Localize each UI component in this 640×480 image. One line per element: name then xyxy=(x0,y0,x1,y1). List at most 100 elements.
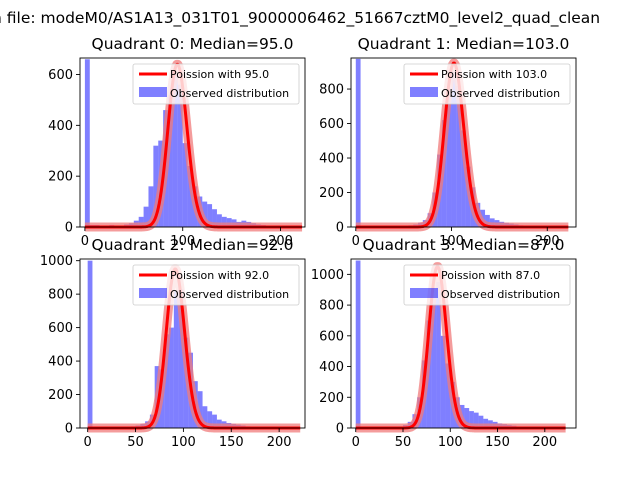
axes-frame xyxy=(79,258,306,429)
histogram-bar xyxy=(173,290,179,428)
chart-panel-1: 0 100 200 0 200 400 600 800 Quadrant 1: Median=1… xyxy=(319,35,577,249)
x-tick-label: 200 xyxy=(535,234,560,249)
legend-label: Poission with 87.0 xyxy=(441,269,540,282)
y-tick-label: 600 xyxy=(48,68,73,83)
y-tick-label: 1000 xyxy=(311,268,344,283)
x-tick-label: 100 xyxy=(438,435,463,450)
histogram-bar xyxy=(212,414,217,428)
x-tick-label: 50 xyxy=(395,435,412,450)
x-tick-label: 0 xyxy=(352,435,360,450)
histogram-bar xyxy=(355,260,361,428)
histogram-bar xyxy=(431,289,437,428)
y-tick-label: 600 xyxy=(48,321,73,336)
y-tick-label: 200 xyxy=(48,170,73,185)
y-tick-label: 800 xyxy=(48,288,73,303)
legend-label: Observed distribution xyxy=(170,87,289,100)
histogram-bar xyxy=(483,418,489,428)
histogram-bar xyxy=(197,391,203,428)
y-tick-label: 800 xyxy=(319,83,344,98)
legend-box xyxy=(132,63,300,105)
x-tick-label: 50 xyxy=(127,435,144,450)
legend-label: Poission with 95.0 xyxy=(170,68,269,81)
histogram-bar xyxy=(436,282,441,428)
legend-swatch-hist xyxy=(139,288,167,298)
legend-box xyxy=(132,264,300,306)
histogram-bar xyxy=(469,411,474,428)
chart-title: Quadrant 2: Median=92.0 xyxy=(92,236,294,254)
histogram-bar xyxy=(168,94,173,227)
y-tick-label: 600 xyxy=(319,329,344,344)
legend-label: Poission with 103.0 xyxy=(441,68,547,81)
histogram-bar xyxy=(445,363,451,428)
histogram-bar xyxy=(464,408,470,428)
legend-box xyxy=(403,63,571,105)
legend-label: Observed distribution xyxy=(170,288,289,301)
histogram-bar xyxy=(207,204,213,227)
histogram-bar xyxy=(138,216,144,227)
y-tick-label: 1000 xyxy=(40,254,73,269)
y-tick-label: 0 xyxy=(65,422,73,437)
histogram-bar xyxy=(446,89,452,227)
x-tick-label: 100 xyxy=(170,234,195,249)
histogram-bar xyxy=(216,214,222,227)
y-tick-label: 600 xyxy=(319,117,344,132)
chart-panel-0: 0 100 200 0 200 400 600 Quadrant 0: Median=95.0… xyxy=(48,35,306,249)
x-tick-label: 150 xyxy=(485,435,510,450)
histogram-bar xyxy=(84,59,90,227)
histogram-bar xyxy=(177,84,183,228)
x-tick-label: 200 xyxy=(268,234,293,249)
legend-label: Poission with 92.0 xyxy=(170,269,269,282)
histogram-bar xyxy=(451,71,457,227)
histogram-bar xyxy=(148,186,154,227)
histogram-bar xyxy=(207,411,213,428)
histogram-bar xyxy=(355,58,361,227)
y-tick-label: 800 xyxy=(319,299,344,314)
histogram-bar xyxy=(212,209,217,227)
x-tick-label: 0 xyxy=(81,234,89,249)
histogram-bar xyxy=(87,260,93,428)
histogram-bar xyxy=(182,143,188,227)
legend-label: Observed distribution xyxy=(441,288,560,301)
histogram-bar xyxy=(440,335,446,428)
histogram-bar xyxy=(202,201,208,227)
legend-box xyxy=(403,264,571,306)
axes-frame xyxy=(350,57,577,228)
x-tick-label: 200 xyxy=(532,435,557,450)
legend-swatch-hist xyxy=(410,288,438,298)
histogram-bar xyxy=(485,214,490,227)
x-tick-label: 200 xyxy=(267,435,292,450)
histogram-bar xyxy=(221,216,227,227)
y-tick-label: 400 xyxy=(319,360,344,375)
y-tick-label: 400 xyxy=(319,152,344,167)
legend-swatch-hist xyxy=(410,87,438,97)
y-tick-label: 200 xyxy=(319,391,344,406)
chart-title: Quadrant 3: Median=87.0 xyxy=(363,236,565,254)
axes-frame xyxy=(350,258,577,429)
histogram-bar xyxy=(143,206,149,227)
histogram-bar xyxy=(456,85,462,228)
x-tick-label: 100 xyxy=(171,435,196,450)
y-tick-label: 400 xyxy=(48,355,73,370)
histogram-bar xyxy=(178,289,184,428)
histogram-bar xyxy=(164,334,170,428)
histogram-bar xyxy=(169,327,174,428)
y-tick-label: 200 xyxy=(319,186,344,201)
histogram-bar xyxy=(441,120,447,227)
histogram-bar xyxy=(172,74,178,227)
chart-title: Quadrant 1: Median=103.0 xyxy=(358,35,570,53)
legend-swatch-hist xyxy=(139,87,167,97)
histogram-bar xyxy=(461,130,466,227)
histogram-bar xyxy=(187,166,193,227)
chart-title: Quadrant 0: Median=95.0 xyxy=(92,35,294,53)
legend-label: Observed distribution xyxy=(441,87,560,100)
figure-suptitle: n file: modeM0/AS1A13_031T01_9000006462_… xyxy=(0,9,600,28)
y-tick-label: 400 xyxy=(48,119,73,134)
y-tick-label: 0 xyxy=(65,221,73,236)
histogram-bar xyxy=(202,406,208,428)
axes-frame xyxy=(79,57,306,228)
histogram-bar xyxy=(153,145,159,227)
x-tick-label: 0 xyxy=(84,435,92,450)
